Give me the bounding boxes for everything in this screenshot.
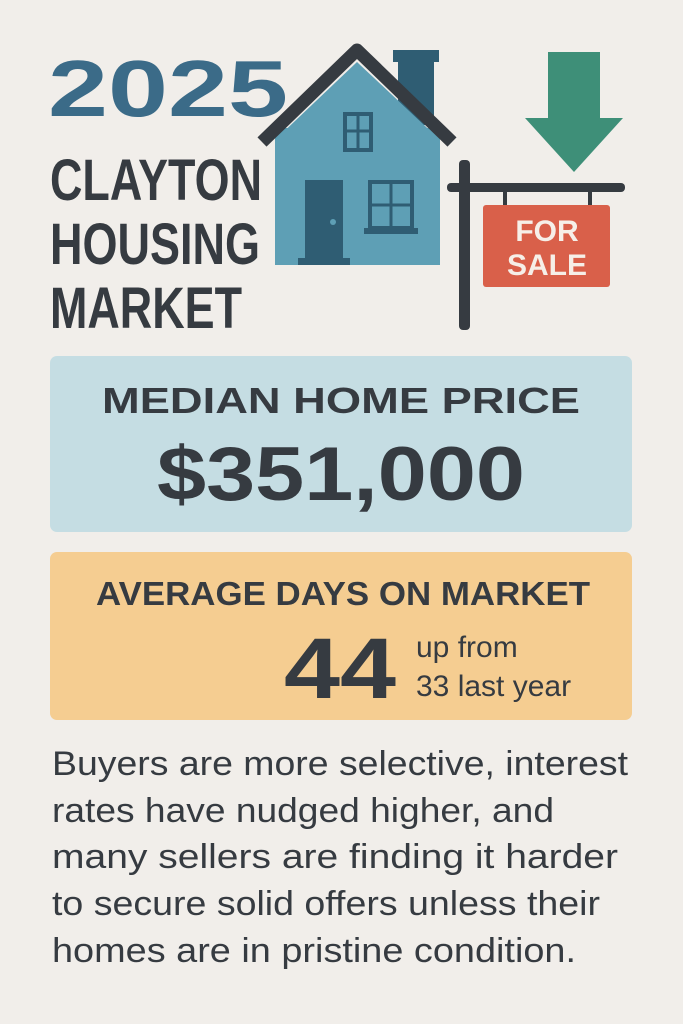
days-card xyxy=(50,552,632,720)
card-note: up from xyxy=(416,631,518,664)
card-label: AVERAGE DAYS ON MARKET xyxy=(96,575,590,612)
body-line: many sellers are finding it harder xyxy=(52,838,618,876)
median-card xyxy=(50,356,632,532)
down-arrow-icon xyxy=(525,52,623,172)
year: 2025 xyxy=(48,44,288,133)
card-value: $351,000 xyxy=(157,432,525,517)
sign-text: FOR xyxy=(515,215,579,248)
card-label: MEDIAN HOME PRICE xyxy=(102,380,580,421)
sign-text: SALE xyxy=(507,249,587,282)
house-icon xyxy=(257,43,457,265)
body-line: to secure solid offers unless their xyxy=(52,885,600,923)
title-line: HOUSING xyxy=(50,212,260,277)
body-line: Buyers are more selective, interest xyxy=(52,745,629,783)
body-line: rates have nudged higher, and xyxy=(52,792,554,830)
body-line: homes are in pristine condition. xyxy=(52,932,576,970)
card-note: 33 last year xyxy=(416,670,571,703)
title-line: CLAYTON xyxy=(50,148,262,213)
title-line: MARKET xyxy=(50,276,242,341)
for-sale-sign: FOR SALE xyxy=(447,160,625,330)
card-value: 44 xyxy=(284,621,396,717)
